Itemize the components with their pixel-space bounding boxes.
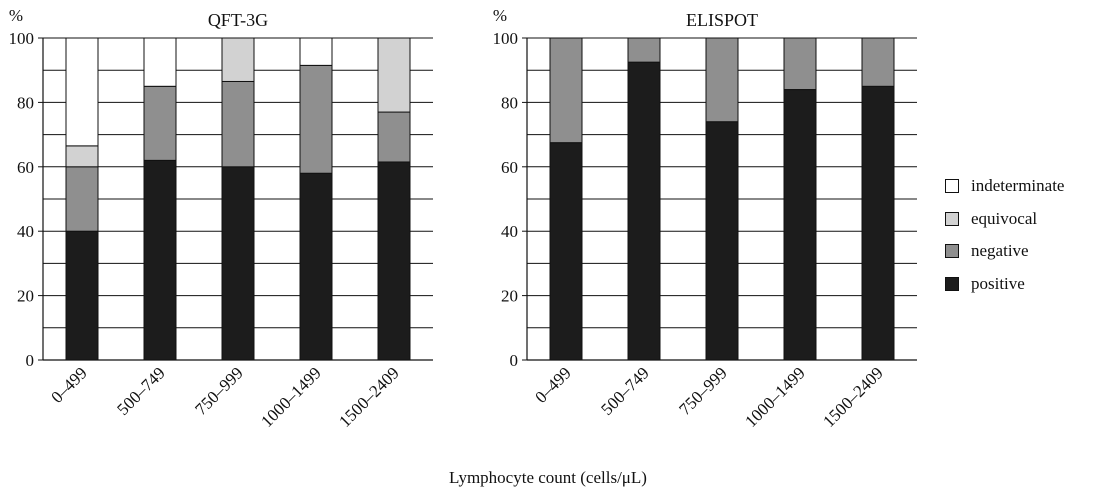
x-tick-label-0-499: 0–499 xyxy=(47,363,90,406)
x-tick-label-750-999: 750–999 xyxy=(191,363,247,419)
bar-positive xyxy=(221,166,255,361)
x-tick-label-1000-1499: 1000–1499 xyxy=(257,363,325,431)
legend-swatch-indeterminate xyxy=(945,179,959,194)
bar-negative xyxy=(377,111,411,163)
y-tick-label: 60 xyxy=(17,158,34,177)
y-tick-label: 40 xyxy=(501,222,518,241)
chart-qft-3g: 0 20 40 60 80 100% QFT-3G 0–499 500–749 750–999 10… xyxy=(9,6,433,431)
bar-positive xyxy=(65,230,99,361)
legend-item-equivocal: equivocal xyxy=(945,203,1064,236)
bar-equivocal xyxy=(221,37,255,82)
legend-label-negative: negative xyxy=(971,241,1029,261)
y-tick-label: 60 xyxy=(501,158,518,177)
x-tick-label-1500-2409: 1500–2409 xyxy=(335,363,403,431)
x-tick-label-500-749: 500–749 xyxy=(113,363,169,419)
y-tick-label: 80 xyxy=(17,93,34,112)
bar-positive xyxy=(705,121,739,361)
bar-positive xyxy=(549,142,583,361)
legend-item-negative: negative xyxy=(945,235,1064,268)
bar-positive xyxy=(377,161,411,361)
x-tick-label-0-499: 0–499 xyxy=(531,363,574,406)
legend-swatch-equivocal xyxy=(945,211,959,226)
bar-positive xyxy=(783,89,817,361)
y-axis-label: % xyxy=(493,6,507,25)
x-tick-label-750-999: 750–999 xyxy=(675,363,731,419)
bar-negative xyxy=(783,37,817,91)
legend: indeterminate equivocal negative positiv… xyxy=(945,170,1064,300)
x-tick-label-1000-1499: 1000–1499 xyxy=(741,363,809,431)
bar-indeterminate xyxy=(65,37,99,147)
x-axis-label: Lymphocyte count (cells/μL) xyxy=(449,468,647,487)
bar-negative xyxy=(549,37,583,144)
bar-positive xyxy=(143,159,177,361)
y-tick-label: 0 xyxy=(26,351,35,370)
bar-equivocal xyxy=(65,145,99,168)
bar-indeterminate xyxy=(299,37,333,66)
legend-label-equivocal: equivocal xyxy=(971,208,1038,228)
chart-title: ELISPOT xyxy=(686,10,758,30)
bar-equivocal xyxy=(377,37,411,113)
y-tick-label: 40 xyxy=(17,222,34,241)
y-tick-label: 100 xyxy=(9,29,35,48)
legend-swatch-negative xyxy=(945,244,959,259)
y-tick-label: 20 xyxy=(501,287,518,306)
y-tick-label: 20 xyxy=(17,287,34,306)
bar-negative xyxy=(143,85,177,161)
legend-item-indeterminate: indeterminate xyxy=(945,170,1064,203)
bar-negative xyxy=(65,166,99,232)
bar-negative xyxy=(221,80,255,168)
y-tick-label: 0 xyxy=(510,351,519,370)
legend-swatch-positive xyxy=(945,276,959,291)
legend-item-positive: positive xyxy=(945,268,1064,301)
bar-positive xyxy=(299,172,333,361)
bar-negative xyxy=(861,37,895,87)
legend-label-positive: positive xyxy=(971,273,1025,293)
y-tick-label: 80 xyxy=(501,93,518,112)
x-tick-label-500-749: 500–749 xyxy=(597,363,653,419)
chart-title: QFT-3G xyxy=(208,10,268,30)
bar-negative xyxy=(705,37,739,123)
x-tick-label-1500-2409: 1500–2409 xyxy=(819,363,887,431)
bar-positive xyxy=(627,61,661,361)
bar-negative xyxy=(299,64,333,174)
y-tick-label: 100 xyxy=(493,29,519,48)
bar-indeterminate xyxy=(143,37,177,87)
bar-positive xyxy=(861,85,895,361)
bar-negative xyxy=(627,37,661,63)
legend-label-indeterminate: indeterminate xyxy=(971,176,1065,196)
y-axis-label: % xyxy=(9,6,23,25)
